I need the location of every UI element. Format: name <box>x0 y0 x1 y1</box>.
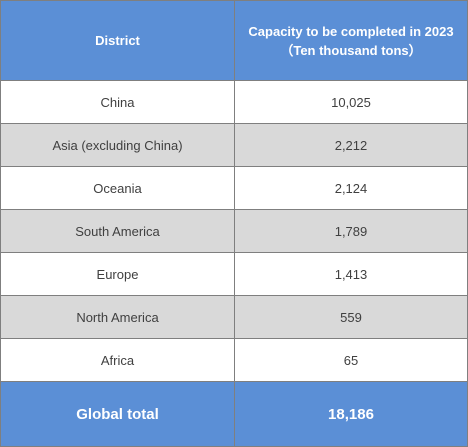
capacity-cell: 559 <box>234 295 468 339</box>
district-cell: Africa <box>0 338 235 382</box>
table-row: North America 559 <box>0 295 468 339</box>
table-row: Asia (excluding China) 2,212 <box>0 123 468 167</box>
capacity-cell: 1,413 <box>234 252 468 296</box>
total-label: Global total <box>0 381 235 447</box>
capacity-cell: 2,124 <box>234 166 468 210</box>
district-cell: China <box>0 80 235 124</box>
capacity-cell: 65 <box>234 338 468 382</box>
district-cell: Oceania <box>0 166 235 210</box>
capacity-header-line1: Capacity to be completed in 2023 <box>248 23 454 39</box>
capacity-cell: 2,212 <box>234 123 468 167</box>
district-cell: Europe <box>0 252 235 296</box>
capacity-cell: 1,789 <box>234 209 468 253</box>
total-value: 18,186 <box>234 381 468 447</box>
capacity-cell: 10,025 <box>234 80 468 124</box>
table-row: South America 1,789 <box>0 209 468 253</box>
district-cell: Asia (excluding China) <box>0 123 235 167</box>
table-row: China 10,025 <box>0 80 468 124</box>
capacity-header-line2: （Ten thousand tons） <box>280 42 422 58</box>
table-row: Africa 65 <box>0 338 468 382</box>
capacity-header: Capacity to be completed in 2023 （Ten th… <box>234 0 468 81</box>
district-cell: North America <box>0 295 235 339</box>
table-row: Oceania 2,124 <box>0 166 468 210</box>
header-row: District Capacity to be completed in 202… <box>0 0 468 81</box>
total-row: Global total 18,186 <box>0 381 468 447</box>
district-header: District <box>0 0 235 81</box>
district-cell: South America <box>0 209 235 253</box>
table-row: Europe 1,413 <box>0 252 468 296</box>
